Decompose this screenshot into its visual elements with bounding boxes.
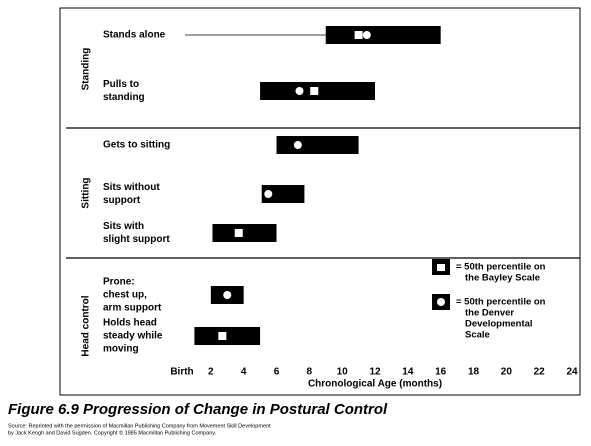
group-label: Sitting [81, 177, 92, 208]
x-tick-label: 14 [402, 367, 414, 378]
range-bar [277, 136, 359, 154]
chart: Figure 6.9 Progression of Change in Post… [0, 0, 591, 446]
x-tick-label: 22 [534, 367, 546, 378]
milestone-label: Gets to sitting [103, 140, 170, 151]
denver-marker [264, 190, 272, 198]
denver-marker [223, 291, 231, 299]
x-tick-label: 20 [501, 367, 513, 378]
range-bar [194, 327, 260, 345]
x-tick-label: 16 [435, 367, 447, 378]
milestone-label: standing [103, 92, 145, 103]
legend-text: = 50th percentile on [456, 297, 546, 308]
range-bar [326, 26, 441, 44]
milestone-label: Sits without [103, 182, 160, 193]
legend-circle [437, 298, 445, 306]
x-tick-label: Birth [170, 367, 193, 378]
denver-marker [363, 31, 371, 39]
bayley-marker [355, 31, 363, 39]
milestone-label: slight support [103, 234, 170, 245]
milestone-label: Stands alone [103, 30, 166, 41]
milestone-label: steady while [103, 331, 163, 342]
legend-text: the Denver [465, 308, 514, 319]
milestone-label: Holds head [103, 318, 157, 329]
legend-text: = 50th percentile on [456, 262, 546, 273]
legend-square [437, 264, 445, 271]
milestone-label: moving [103, 344, 139, 355]
legend-text: the Bayley Scale [465, 273, 540, 284]
bayley-marker [218, 332, 226, 340]
denver-marker [295, 87, 303, 95]
x-tick-label: 24 [566, 367, 578, 378]
chart-title: Figure 6.9 Progression of Change in Post… [8, 401, 388, 418]
milestone-label: Prone: [103, 277, 135, 288]
source-line: by Jack Keogh and David Sugden. Copyrigh… [8, 429, 217, 436]
x-tick-label: 2 [208, 367, 214, 378]
x-tick-label: 10 [337, 367, 349, 378]
group-label: Head control [81, 295, 92, 356]
x-tick-label: 12 [369, 367, 381, 378]
group-label: Standing [81, 48, 92, 91]
milestone-label: chest up, [103, 290, 147, 301]
range-bar [212, 224, 276, 242]
x-tick-label: 18 [468, 367, 480, 378]
legend-text: Developmental [465, 319, 533, 330]
x-axis-label: Chronological Age (months) [308, 379, 442, 390]
source-line: Source: Reprinted with the permission of… [8, 423, 271, 429]
milestone-label: Sits with [103, 221, 144, 232]
bayley-marker [310, 87, 318, 95]
x-tick-label: 4 [241, 367, 247, 378]
milestone-label: support [103, 195, 141, 206]
x-tick-label: 8 [307, 367, 313, 378]
milestone-label: Pulls to [103, 79, 139, 90]
milestone-label: arm support [103, 303, 162, 314]
denver-marker [294, 141, 302, 149]
bayley-marker [235, 229, 243, 237]
x-tick-label: 6 [274, 367, 280, 378]
legend-text: Scale [465, 330, 490, 341]
